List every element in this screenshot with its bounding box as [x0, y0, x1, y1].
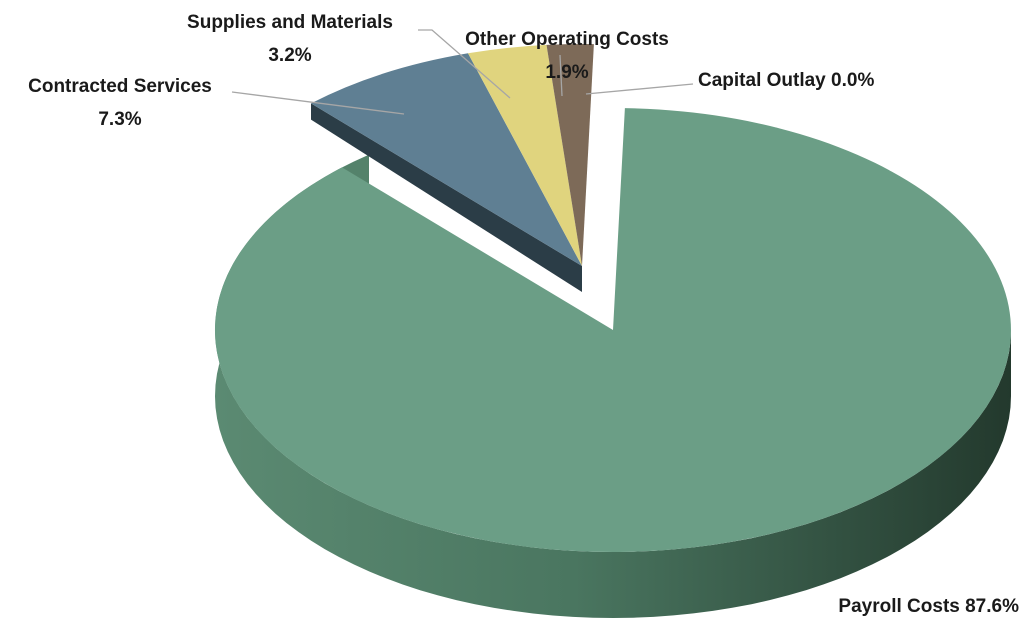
leader-line-capital [585, 83, 694, 95]
slice-payroll [214, 108, 1011, 553]
label-other-name: Other Operating Costs [465, 29, 669, 50]
leader-line-supplies [418, 29, 511, 99]
label-contracted-pct: 7.3% [98, 109, 141, 130]
label-capital: Capital Outlay 0.0% [698, 70, 874, 91]
label-supplies-pct: 3.2% [268, 45, 311, 66]
slice-contracted-services [311, 53, 582, 266]
slice-side-contracted [311, 103, 582, 293]
slice-other-operating-costs [546, 44, 594, 266]
pie-slices [214, 44, 1011, 618]
leader-line-other [559, 54, 563, 97]
label-contracted-name: Contracted Services [28, 76, 212, 97]
label-supplies-name: Supplies and Materials [187, 12, 393, 33]
label-other-pct: 1.9% [545, 62, 588, 83]
label-payroll: Payroll Costs 87.6% [838, 596, 1019, 617]
leader-line-contracted [231, 91, 405, 115]
slice-supplies-and-materials [468, 44, 582, 267]
